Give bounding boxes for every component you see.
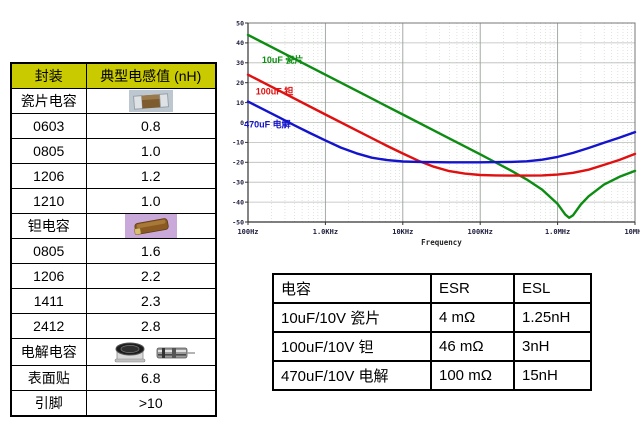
series-line-1 (246, 73, 637, 177)
y-tick-label: -10 (232, 139, 244, 147)
table-row: 1210 1.0 (10, 188, 217, 214)
package-label: 引脚 (10, 390, 87, 417)
series-label-0: 10uF 瓷片 (262, 54, 304, 65)
esl-value: 15nH (513, 360, 592, 391)
x-tick-label: 10MHz (624, 228, 640, 236)
table-row: 470uF/10V 电解 100 mΩ 15nH (272, 360, 592, 391)
inductance-value: 2.2 (85, 263, 217, 289)
table-row: 电解电容 (10, 338, 217, 366)
series-line-2 (246, 100, 637, 164)
esr-table-header: ESL (513, 273, 592, 304)
inductance-value: 2.8 (85, 313, 217, 339)
package-column-header: 封装 (10, 62, 87, 89)
x-tick-label: 1.0KHz (313, 228, 338, 236)
series-label-1: 100uF 钽 (256, 86, 294, 97)
component-photo-cell (85, 213, 217, 239)
y-tick-label: 20 (236, 79, 244, 87)
table-row: 瓷片电容 (10, 88, 217, 114)
table-row: 1206 1.2 (10, 163, 217, 189)
series-label-2: 470uF 电解 (244, 118, 291, 129)
component-photo-cell (85, 88, 217, 114)
y-tick-label: 10 (236, 99, 244, 107)
inductance-value: 1.2 (85, 163, 217, 189)
table-row: 钽电容 (10, 213, 217, 239)
inductance-column-header: 典型电感值 (nH) (85, 62, 217, 89)
y-tick-label: -30 (232, 179, 244, 187)
esr-table-header: 电容 (272, 273, 432, 304)
y-tick-label: -50 (232, 218, 244, 226)
table-row: 表面贴 6.8 (10, 365, 217, 391)
inductance-value: 2.3 (85, 288, 217, 314)
esr-value: 46 mΩ (430, 331, 515, 362)
table-row: 0805 1.0 (10, 138, 217, 164)
table-row: 0805 1.6 (10, 238, 217, 264)
esl-value: 1.25nH (513, 302, 592, 333)
package-label: 电解电容 (10, 338, 87, 366)
y-tick-label: 0 (240, 119, 244, 127)
esr-table-header: ESR (430, 273, 515, 304)
impedance-frequency-chart-svg: 50 40 30 20 10 0 -10 -20 -30 -40 -50 100Hz 1.0KHz 10K… (232, 19, 640, 247)
package-label: 1206 (10, 263, 87, 289)
y-tick-label: -40 (232, 198, 244, 206)
ceramic-capacitor-image (128, 90, 173, 112)
inductance-value: 1.0 (85, 138, 217, 164)
y-tick-label: 40 (236, 39, 244, 47)
inductance-value: 0.8 (85, 113, 217, 139)
table-row: 0603 0.8 (10, 113, 217, 139)
package-label: 钽电容 (10, 213, 87, 239)
x-tick-label: 1.0MHz (545, 228, 570, 236)
y-tick-label: 50 (236, 19, 244, 27)
package-label: 1206 (10, 163, 87, 189)
capacitor-name: 470uF/10V 电解 (272, 360, 432, 391)
package-inductance-table: 封装 典型电感值 (nH) 瓷片电容 0603 0.8 0805 1.0 1206 1.2 121… (10, 62, 217, 417)
package-label: 0603 (10, 113, 87, 139)
package-label: 瓷片电容 (10, 88, 87, 114)
table-row: 引脚 >10 (10, 390, 217, 417)
esr-value: 4 mΩ (430, 302, 515, 333)
package-label: 1411 (10, 288, 87, 314)
series-line-0 (246, 33, 637, 220)
impedance-frequency-chart: 50 40 30 20 10 0 -10 -20 -30 -40 -50 100Hz 1.0KHz 10K… (228, 8, 640, 260)
component-photo-cell (85, 338, 217, 366)
table-row: 10uF/10V 瓷片 4 mΩ 1.25nH (272, 302, 592, 333)
y-tick-label: -20 (232, 159, 244, 167)
tantalum-capacitor-image (124, 214, 177, 238)
esr-value: 100 mΩ (430, 360, 515, 391)
inductance-value: 1.6 (85, 238, 217, 264)
esr-esl-table: 电容 ESR ESL 10uF/10V 瓷片 4 mΩ 1.25nH 100uF/10V 钽… (272, 273, 592, 391)
package-label: 2412 (10, 313, 87, 339)
y-tick-label: 30 (236, 59, 244, 67)
x-tick-label: 10KHz (392, 228, 413, 236)
package-label: 表面贴 (10, 365, 87, 391)
x-axis-title: Frequency (421, 238, 462, 247)
table-row: 1206 2.2 (10, 263, 217, 289)
package-label: 0805 (10, 138, 87, 164)
table-row: 1411 2.3 (10, 288, 217, 314)
capacitor-name: 100uF/10V 钽 (272, 331, 432, 362)
electrolytic-capacitor-images (114, 342, 195, 363)
esl-value: 3nH (513, 331, 592, 362)
x-tick-label: 100Hz (237, 228, 258, 236)
package-label: 0805 (10, 238, 87, 264)
package-label: 1210 (10, 188, 87, 214)
inductance-value: 1.0 (85, 188, 217, 214)
x-tick-label: 100KHz (468, 228, 493, 236)
table-row: 2412 2.8 (10, 313, 217, 339)
inductance-value: 6.8 (85, 365, 217, 391)
table-row: 100uF/10V 钽 46 mΩ 3nH (272, 331, 592, 362)
inductance-value: >10 (85, 390, 217, 417)
capacitor-name: 10uF/10V 瓷片 (272, 302, 432, 333)
